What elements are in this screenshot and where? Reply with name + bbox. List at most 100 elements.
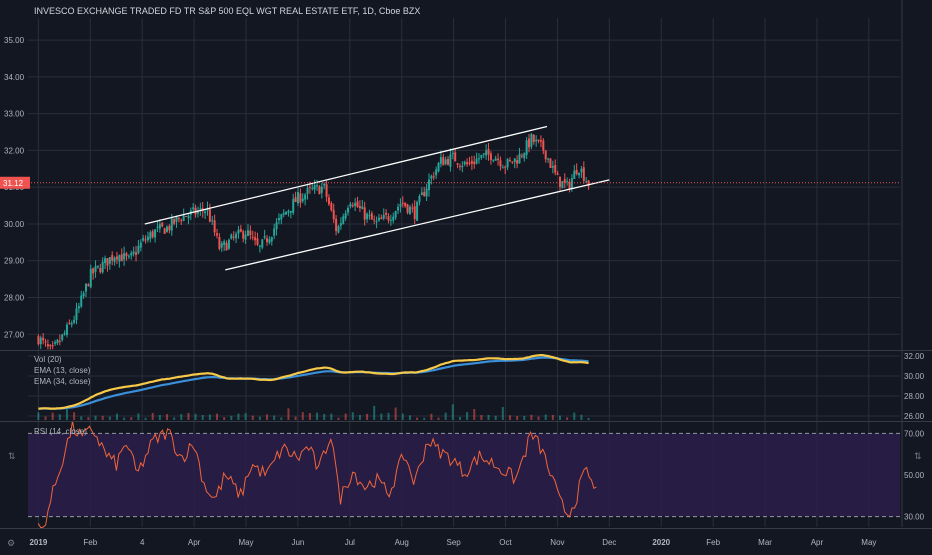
volume-bar xyxy=(301,412,304,420)
volume-bar xyxy=(394,407,397,420)
channel-lower-line[interactable] xyxy=(225,179,610,271)
candle-body xyxy=(61,334,64,340)
volume-bar xyxy=(287,408,290,420)
candle-body xyxy=(216,233,219,236)
ema-legend-item: Vol (20) xyxy=(34,355,62,364)
candle-body xyxy=(251,236,254,238)
candle-body xyxy=(528,138,531,148)
candle-body xyxy=(325,184,328,197)
candle-body xyxy=(44,341,47,343)
volume-bar xyxy=(573,412,576,420)
scale-icon-right[interactable]: ⇅ xyxy=(914,451,922,461)
volume-bar xyxy=(473,409,476,420)
candle-body xyxy=(327,197,330,205)
candle-body xyxy=(306,188,309,194)
candle-body xyxy=(456,163,459,165)
candle-body xyxy=(261,239,264,248)
candle-body xyxy=(342,216,345,224)
volume-bar xyxy=(37,412,40,420)
candle-body xyxy=(263,236,266,238)
candle-body xyxy=(89,268,92,288)
candle-body xyxy=(249,230,252,236)
candle-body xyxy=(149,232,152,239)
volume-bar xyxy=(187,412,190,420)
rsi-series xyxy=(37,420,597,529)
ema-legend-item: EMA (13, close) xyxy=(34,366,91,375)
candle-body xyxy=(158,224,161,229)
volume-bar xyxy=(80,416,83,420)
chart-title: INVESCO EXCHANGE TRADED FD TR S&P 500 EQ… xyxy=(34,6,420,16)
candle-body xyxy=(506,159,509,168)
ema-y-tick: 26.00 xyxy=(904,412,925,421)
candle-body xyxy=(406,204,409,213)
volume-bar xyxy=(501,407,504,420)
candle-body xyxy=(313,185,316,190)
candle-body xyxy=(587,180,590,187)
scale-icon[interactable]: ⇅ xyxy=(8,451,16,461)
candle-body xyxy=(454,152,457,162)
candle-body xyxy=(277,218,280,221)
candle-body xyxy=(525,140,528,155)
volume-bar xyxy=(566,417,569,420)
x-tick: 4 xyxy=(140,538,145,547)
volume-bar xyxy=(230,415,233,420)
candle-body xyxy=(208,209,211,222)
candle-body xyxy=(151,231,154,238)
candle-body xyxy=(542,140,545,151)
candle-body xyxy=(511,161,514,163)
x-tick: Sep xyxy=(447,538,462,547)
rsi-y-tick: 70.00 xyxy=(904,429,925,438)
candle-body xyxy=(106,258,109,266)
candle-body xyxy=(363,207,366,220)
candle-body xyxy=(418,196,421,202)
candle-body xyxy=(558,176,561,187)
volume-bar xyxy=(201,414,204,420)
volume-bar xyxy=(587,417,590,420)
candle-body xyxy=(182,215,185,221)
x-tick: May xyxy=(861,538,876,547)
candle-body xyxy=(554,164,557,173)
candle-body xyxy=(485,150,488,156)
ema13-line xyxy=(38,353,589,410)
candle-body xyxy=(408,206,411,214)
candle-body xyxy=(144,239,147,241)
trend-channel[interactable] xyxy=(144,125,610,271)
candle-body xyxy=(180,220,183,222)
candle-body xyxy=(211,220,214,222)
volume-bar xyxy=(316,412,319,420)
candle-body xyxy=(399,204,402,207)
candle-body xyxy=(225,243,228,251)
channel-upper-line[interactable] xyxy=(144,125,548,225)
volume-bar xyxy=(358,414,361,420)
candle-body xyxy=(125,253,128,256)
volume-bar xyxy=(280,417,283,420)
candle-body xyxy=(578,172,581,176)
candle-body xyxy=(427,179,430,191)
candle-body xyxy=(573,170,576,180)
candle-body xyxy=(401,202,404,204)
candle-body xyxy=(285,211,288,215)
candle-body xyxy=(497,158,500,161)
candle-body xyxy=(582,167,585,181)
candle-body xyxy=(204,211,207,214)
settings-icon[interactable]: ⚙ xyxy=(7,538,15,548)
volume-bar xyxy=(466,412,469,420)
candle-body xyxy=(468,162,471,164)
candle-body xyxy=(568,181,571,189)
candle-body xyxy=(492,159,495,161)
candle-body xyxy=(523,153,526,159)
candle-body xyxy=(513,158,516,162)
candle-body xyxy=(489,153,492,161)
candle-body xyxy=(123,253,126,260)
volume-bar xyxy=(123,417,126,420)
candle-body xyxy=(416,201,419,221)
candle-body xyxy=(373,219,376,221)
candle-body xyxy=(347,207,350,213)
volume-bar xyxy=(401,413,404,420)
volume-bar xyxy=(180,414,183,420)
candle-body xyxy=(458,165,461,167)
candle-body xyxy=(585,181,588,183)
candle-body xyxy=(425,188,428,197)
